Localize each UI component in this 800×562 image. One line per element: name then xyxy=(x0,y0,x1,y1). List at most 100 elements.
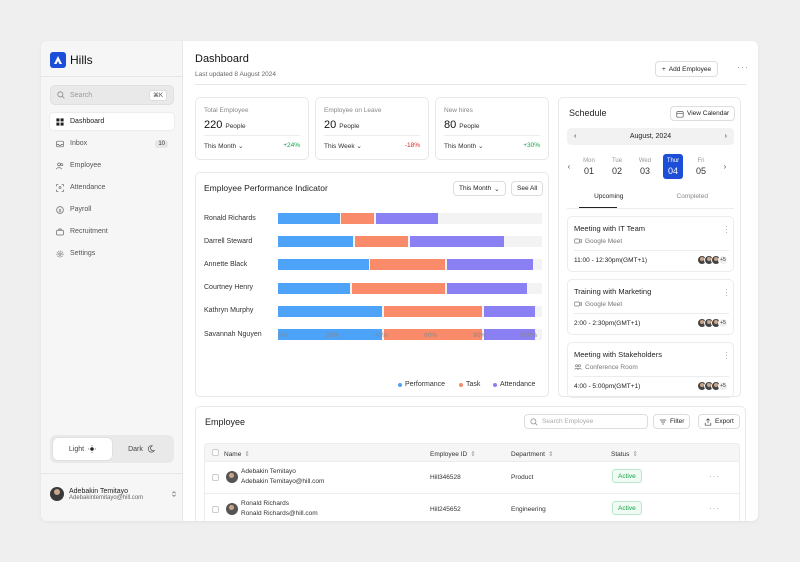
moon-icon xyxy=(147,445,155,453)
search-input[interactable]: Search ⌘K xyxy=(50,85,174,105)
chevron-down-icon: ⌄ xyxy=(494,185,500,193)
day-fri[interactable]: Fri 05 xyxy=(687,154,715,179)
chevron-updown-icon[interactable] xyxy=(170,490,178,498)
table-row[interactable]: Ronald Richards Ronald Richards@hill.com… xyxy=(204,494,740,521)
event-card[interactable]: Meeting with IT Team Google Meet 11:00 -… xyxy=(567,216,734,272)
more-vertical-icon[interactable]: · · · xyxy=(725,285,728,300)
bar-attendance[interactable] xyxy=(446,259,533,271)
filter-button[interactable]: Filter xyxy=(653,414,691,429)
row-name: Savannah Nguyen xyxy=(204,330,262,338)
event-card[interactable]: Meeting with Stakeholders Conference Roo… xyxy=(567,342,734,398)
more-options-icon[interactable]: ··· xyxy=(709,472,720,481)
user-profile[interactable]: Adebakin Temitayo Adebakintemitayo@hill.… xyxy=(50,487,178,501)
period-select[interactable]: This Month ⌄ xyxy=(444,142,483,150)
bar-task[interactable] xyxy=(351,282,446,294)
attendee-avatars: +5 xyxy=(697,255,728,265)
stat-card-total-employee: Total Employee 220 People This Month ⌄ +2… xyxy=(195,97,309,160)
search-placeholder: Search Employee xyxy=(542,418,594,425)
event-location-label: Google Meet xyxy=(585,237,623,245)
period-select[interactable]: This Month ⌄ xyxy=(204,142,243,150)
search-placeholder: Search xyxy=(70,91,93,99)
day-name: Wed xyxy=(638,157,652,164)
theme-toggle[interactable]: Light Dark xyxy=(50,435,174,463)
bar-task[interactable] xyxy=(383,329,483,340)
tab-upcoming[interactable]: Upcoming xyxy=(594,193,624,200)
schedule-card: Schedule View Calendar ‹ August, 2024 › … xyxy=(558,97,741,398)
sidebar-item-dashboard[interactable]: Dashboard xyxy=(50,113,174,130)
bar-performance[interactable] xyxy=(278,282,351,294)
add-employee-button[interactable]: + Add Employee xyxy=(655,61,719,77)
more-options-icon[interactable]: ··· xyxy=(737,62,749,72)
user-name: Adebakin Temitayo xyxy=(69,487,129,495)
legend-task: Task xyxy=(459,381,480,388)
more-vertical-icon[interactable]: · · · xyxy=(725,222,728,237)
bar-performance[interactable] xyxy=(278,259,369,271)
logo[interactable]: Hills xyxy=(50,52,93,68)
chevron-left-icon[interactable]: ‹ xyxy=(574,133,577,140)
bar-performance[interactable] xyxy=(278,329,383,340)
stat-number: 220 xyxy=(204,119,223,131)
employee-id: Hill245652 xyxy=(430,506,461,513)
sidebar-item-attendance[interactable]: Attendance xyxy=(50,179,174,196)
bar-task[interactable] xyxy=(354,236,409,248)
more-options-icon[interactable]: ··· xyxy=(709,504,720,513)
bar-attendance[interactable] xyxy=(483,305,536,317)
bar-attendance[interactable] xyxy=(410,236,504,248)
column-status[interactable]: Status ⇕ xyxy=(611,450,638,459)
view-calendar-button[interactable]: View Calendar xyxy=(670,106,736,121)
performance-chart-card: Employee Performance Indicator This Mont… xyxy=(195,172,549,397)
select-all-checkbox[interactable] xyxy=(212,449,219,456)
sidebar-item-employee[interactable]: Employee xyxy=(50,157,174,174)
table-header: Name ⇕ Employee ID ⇕ Department ⇕ Status ⇕ xyxy=(204,443,740,462)
event-title: Meeting with Stakeholders xyxy=(574,350,662,359)
bar-performance[interactable] xyxy=(278,236,354,248)
event-time: 4:00 - 5:00pm(GMT+1) xyxy=(574,383,641,390)
sidebar-item-payroll[interactable]: $ Payroll xyxy=(50,201,174,218)
export-button[interactable]: Export xyxy=(698,414,740,429)
chevron-right-icon[interactable]: › xyxy=(724,133,727,140)
day-mon[interactable]: Mon 01 xyxy=(575,154,603,179)
bar-task[interactable] xyxy=(341,213,375,224)
day-thur[interactable]: Thur 04 xyxy=(663,154,683,179)
sidebar-item-settings[interactable]: Settings xyxy=(50,245,174,262)
row-checkbox[interactable] xyxy=(212,506,219,513)
employee-email: Adebakin Temitayo@hill.com xyxy=(241,478,325,485)
bar-task[interactable] xyxy=(370,259,446,271)
see-all-button[interactable]: See All xyxy=(511,181,544,196)
bar-attendance[interactable] xyxy=(446,282,528,294)
column-department[interactable]: Department ⇕ xyxy=(511,450,553,459)
sort-icon: ⇕ xyxy=(632,451,638,458)
sidebar-item-label: Recruitment xyxy=(70,228,108,235)
bar-performance[interactable] xyxy=(278,213,340,224)
active-tab-indicator xyxy=(579,207,617,208)
employee-search-input[interactable]: Search Employee xyxy=(524,414,648,429)
period-label: This Month xyxy=(204,143,237,150)
avatar xyxy=(226,471,238,483)
bar-attendance[interactable] xyxy=(375,213,438,224)
sidebar-item-inbox[interactable]: Inbox 10 xyxy=(50,135,174,152)
column-name[interactable]: Name ⇕ xyxy=(224,450,250,459)
bar-track xyxy=(278,282,542,294)
table-row[interactable]: Adebakin Temitayo Adebakin Temitayo@hill… xyxy=(204,462,740,494)
row-checkbox[interactable] xyxy=(212,474,219,481)
bar-attendance[interactable] xyxy=(483,329,536,340)
sidebar-item-recruitment[interactable]: Recruitment xyxy=(50,223,174,240)
period-dropdown[interactable]: This Month ⌄ xyxy=(453,181,506,196)
bar-performance[interactable] xyxy=(278,305,383,317)
more-attendees-count: +5 xyxy=(718,381,728,391)
theme-dark-button[interactable]: Dark xyxy=(112,438,171,460)
chevron-left-icon[interactable]: ‹ xyxy=(567,162,571,171)
room-icon xyxy=(574,364,582,370)
theme-light-button[interactable]: Light xyxy=(53,438,112,460)
day-tue[interactable]: Tue 02 xyxy=(603,154,631,179)
column-employee-id[interactable]: Employee ID ⇕ xyxy=(430,450,476,459)
more-vertical-icon[interactable]: · · · xyxy=(725,348,728,363)
chevron-right-icon[interactable]: › xyxy=(723,162,727,171)
bar-task[interactable] xyxy=(383,305,483,317)
event-card[interactable]: Training with Marketing Google Meet 2:00… xyxy=(567,279,734,335)
sidebar-item-label: Inbox xyxy=(70,140,88,147)
svg-text:$: $ xyxy=(59,207,62,213)
period-select[interactable]: This Week ⌄ xyxy=(324,142,362,150)
tab-completed[interactable]: Completed xyxy=(676,193,708,200)
day-wed[interactable]: Wed 03 xyxy=(631,154,659,179)
